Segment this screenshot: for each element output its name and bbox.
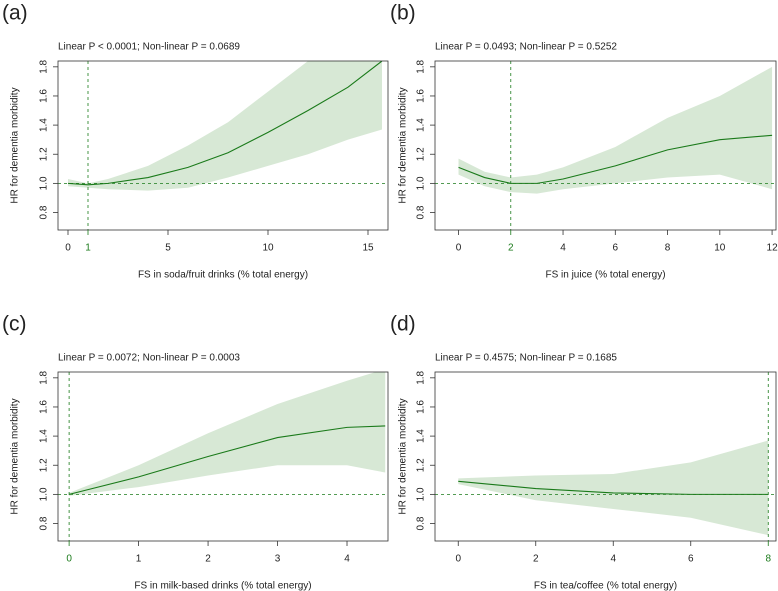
- y-tick-label: 0.8: [39, 516, 50, 530]
- y-tick-label: 1.6: [416, 89, 427, 103]
- confidence-band: [458, 66, 773, 194]
- hr-curve: [67, 61, 383, 186]
- plot-area: [435, 61, 776, 230]
- y-tick-label: 1.2: [39, 147, 50, 161]
- y-tick-label: 1.0: [39, 176, 50, 190]
- panel-label: (b): [390, 2, 416, 25]
- plot-area: [58, 372, 388, 541]
- x-tick-label: 4: [560, 243, 566, 254]
- x-tick-label: 8: [665, 243, 671, 254]
- y-axis-label: HR for dementia morbidity: [398, 87, 409, 203]
- subtitle: Linear P = 0.0072; Non-linear P = 0.0003: [58, 353, 240, 364]
- x-axis-label: FS in juice (% total energy): [545, 270, 665, 281]
- ref-x-tick-label: 2: [508, 243, 514, 254]
- y-axis-label: HR for dementia morbidity: [10, 398, 21, 514]
- x-axis-label: FS in milk-based drinks (% total energy): [134, 581, 311, 591]
- panel-label: (d): [390, 313, 416, 336]
- plot-area: [58, 61, 388, 230]
- x-tick-label: 10: [714, 243, 726, 254]
- x-tick-label: 0: [65, 243, 71, 254]
- plot-frame: [57, 60, 389, 231]
- y-tick-label: 1.6: [39, 400, 50, 414]
- ref-x-tick-label: 1: [85, 243, 91, 254]
- y-tick-label: 1.4: [39, 118, 50, 132]
- x-tick-label: 4: [344, 554, 350, 565]
- y-tick-label: 1.2: [416, 147, 427, 161]
- panel: (d) Linear P = 0.4575; Non-linear P = 0.1…: [390, 313, 777, 591]
- x-tick-label: 0: [456, 243, 462, 254]
- y-tick-label: 1.4: [39, 429, 50, 443]
- x-tick-label: 6: [688, 554, 694, 565]
- panel: (b) Linear P = 0.0493; Non-linear P = 0.5…: [390, 2, 778, 281]
- confidence-band: [458, 440, 769, 536]
- ref-x-tick-label: 8: [765, 554, 771, 565]
- y-tick-label: 1.2: [39, 458, 50, 472]
- x-tick-label: 12: [767, 243, 778, 254]
- x-axis-label: FS in tea/coffee (% total energy): [534, 581, 677, 591]
- x-tick-label: 4: [610, 554, 616, 565]
- y-tick-label: 1.0: [39, 487, 50, 501]
- y-tick-label: 1.8: [39, 59, 50, 73]
- y-tick-label: 1.6: [39, 89, 50, 103]
- x-tick-label: 3: [275, 554, 281, 565]
- subtitle: Linear P = 0.0493; Non-linear P = 0.5252: [435, 42, 617, 53]
- plot-frame: [434, 371, 777, 542]
- x-tick-label: 5: [165, 243, 171, 254]
- panel-label: (c): [2, 313, 27, 336]
- y-tick-label: 1.8: [416, 59, 427, 73]
- x-tick-label: 2: [533, 554, 539, 565]
- x-tick-label: 1: [136, 554, 142, 565]
- confidence-band: [68, 61, 382, 191]
- confidence-band: [69, 372, 386, 496]
- plot-area: [435, 372, 776, 541]
- panel: (c) Linear P = 0.0072; Non-linear P = 0.0…: [2, 313, 389, 591]
- x-tick-label: 2: [205, 554, 211, 565]
- x-tick-label: 0: [455, 554, 461, 565]
- hr-curve: [458, 480, 769, 495]
- y-tick-label: 1.2: [416, 458, 427, 472]
- subtitle: Linear P < 0.0001; Non-linear P = 0.0689: [58, 42, 240, 53]
- y-tick-label: 0.8: [39, 205, 50, 219]
- panel-label: (a): [2, 2, 28, 25]
- panel: (a) Linear P < 0.0001; Non-linear P = 0.0…: [2, 2, 389, 281]
- hr-curve: [68, 425, 386, 495]
- y-tick-label: 0.8: [416, 516, 427, 530]
- x-axis-label: FS in soda/fruit drinks (% total energy): [138, 270, 308, 281]
- y-tick-label: 1.4: [416, 118, 427, 132]
- y-tick-label: 0.8: [416, 205, 427, 219]
- y-tick-label: 1.4: [416, 429, 427, 443]
- y-axis-label: HR for dementia morbidity: [10, 87, 21, 203]
- y-tick-label: 1.6: [416, 400, 427, 414]
- x-tick-label: 10: [262, 243, 274, 254]
- plot-frame: [434, 60, 777, 231]
- y-tick-label: 1.8: [416, 370, 427, 384]
- y-axis-label: HR for dementia morbidity: [398, 398, 409, 514]
- x-tick-label: 6: [613, 243, 619, 254]
- x-tick-label: 15: [362, 243, 374, 254]
- plot-frame: [57, 371, 389, 542]
- y-tick-label: 1.8: [39, 370, 50, 384]
- hr-curve: [458, 134, 773, 184]
- y-tick-label: 1.0: [416, 176, 427, 190]
- ref-x-tick-label: 0: [66, 554, 72, 565]
- subtitle: Linear P = 0.4575; Non-linear P = 0.1685: [435, 353, 617, 364]
- y-tick-label: 1.0: [416, 487, 427, 501]
